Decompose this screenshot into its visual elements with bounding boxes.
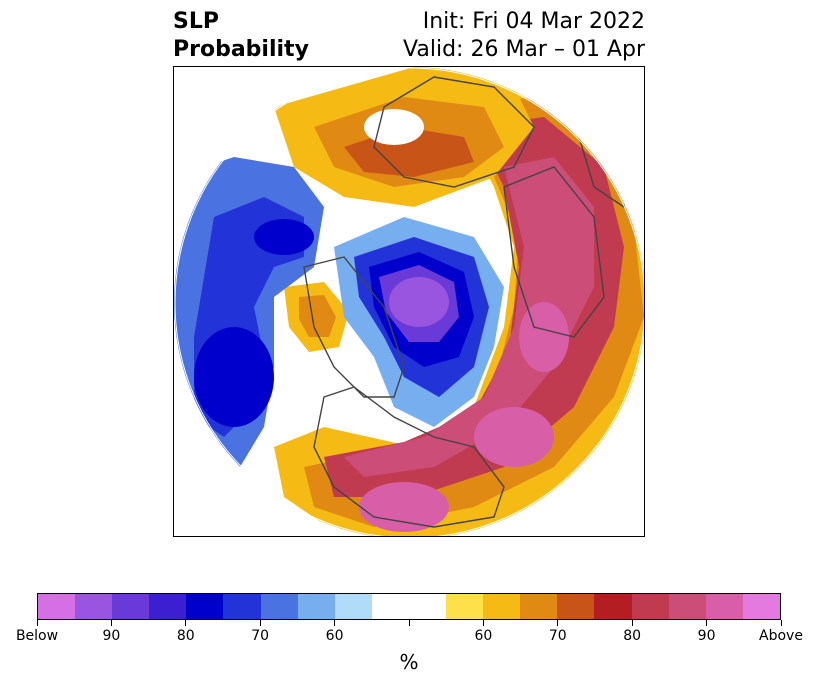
colorbar-segment [668,594,706,619]
title-variable: SLP [173,9,219,34]
colorbar-segment [631,594,669,619]
colorbar-segment [112,594,150,619]
below-region-arctic [334,217,504,427]
map-panel [173,66,645,537]
colorbar-segment [446,594,484,619]
colorbar-tick-label: 70 [548,628,567,644]
title-left: SLP Probability [173,8,309,64]
colorbar-tick [110,620,112,626]
probability-map [174,67,644,536]
colorbar-segment [520,594,558,619]
colorbar-segment [594,594,632,619]
colorbar-tick-label: 80 [176,628,195,644]
colorbar-segment [75,594,113,619]
colorbar-tick-label: 60 [325,628,344,644]
valid-range: Valid: 26 Mar – 01 Apr [403,37,645,62]
colorbar-segment [557,594,595,619]
colorbar-tick [408,620,410,626]
below-region-pacific [174,157,324,487]
colorbar-segment [408,594,447,619]
colorbar-tick-label: 90 [697,628,716,644]
colorbar-tick-label: 80 [623,628,642,644]
colorbar-segment [297,594,335,619]
colorbar-tick-label: Above [759,628,803,644]
title-right: Init: Fri 04 Mar 2022 Valid: 26 Mar – 01… [403,8,645,64]
colorbar-tick-label: 90 [102,628,121,644]
colorbar-tick [631,620,633,626]
colorbar-tick [780,620,782,626]
colorbar-tick-label: Below [15,628,59,644]
above-region-pacific [284,282,349,352]
title-type: Probability [173,37,309,62]
colorbar-tick [557,620,559,626]
colorbar-segment [483,594,521,619]
init-date: Init: Fri 04 Mar 2022 [422,9,645,34]
above-region-atlantic-europe [274,67,644,536]
colorbar-segment [371,594,409,619]
colorbar-tick [36,620,38,626]
colorbar-tick [185,620,187,626]
colorbar-tick [334,620,336,626]
colorbar-segment [742,594,780,619]
colorbar-tick [706,620,708,626]
colorbar-tick-label: 70 [251,628,270,644]
colorbar-segment [186,594,224,619]
colorbar-segment [260,594,298,619]
colorbar-segment [705,594,743,619]
colorbar-segment [149,594,187,619]
colorbar [37,593,781,620]
above-region-siberia-north [274,67,534,207]
colorbar-unit: % [399,650,419,674]
colorbar-segment [223,594,261,619]
colorbar-segment [38,594,76,619]
colorbar-tick [259,620,261,626]
colorbar-tick [482,620,484,626]
colorbar-segment [334,594,372,619]
colorbar-tick-label: 60 [474,628,493,644]
